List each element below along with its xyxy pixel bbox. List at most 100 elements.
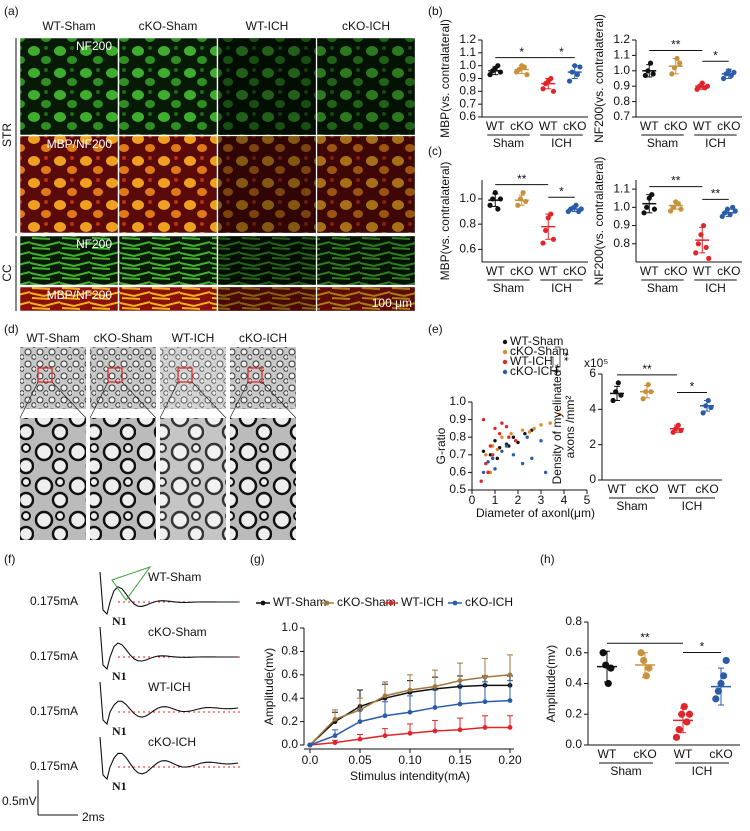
panel-label: (b): [428, 4, 443, 18]
y-tick-label: 1.0: [613, 63, 630, 77]
data-point: [540, 86, 546, 92]
x-tick-label: WT: [640, 119, 659, 133]
data-point: [509, 431, 513, 436]
legend-label: cKO-ICH: [510, 364, 558, 378]
data-point: [432, 684, 438, 689]
zoom-box: [247, 367, 263, 383]
micrograph: [217, 135, 317, 234]
x-tick-label: WT: [486, 119, 505, 133]
x-tick-label: cKO: [510, 264, 533, 278]
data-point: [714, 687, 723, 695]
data-point: [482, 674, 488, 680]
micrograph-shade: [317, 38, 415, 135]
y-tick-label: 0.0: [565, 737, 582, 751]
legend-marker: [388, 600, 394, 606]
column-header: WT-ICH: [172, 331, 215, 345]
data-point: [457, 701, 463, 707]
data-point: [523, 431, 527, 436]
significance-label: *: [713, 48, 718, 62]
data-point: [672, 733, 681, 741]
column-header: WT-ICH: [246, 19, 289, 33]
data-point: [491, 456, 495, 461]
zoom-line: [19, 381, 39, 419]
em-image: [230, 347, 296, 409]
micrograph: [19, 37, 119, 136]
data-point: [382, 693, 388, 699]
x-axis-label: Stimulus intendity(mA): [350, 769, 470, 783]
data-point: [543, 470, 548, 475]
scale-time: 2ms: [82, 810, 105, 824]
micrograph: [217, 286, 317, 312]
panel-label: (h): [540, 552, 555, 566]
condition-label: ICH: [705, 281, 726, 295]
micrograph: [118, 37, 218, 136]
x-axis-label: Diameter of axonl(μm): [476, 506, 595, 520]
y-tick-label: 0.8: [613, 94, 630, 108]
significance-label: *: [700, 640, 705, 654]
scale-label: x10⁵: [584, 356, 608, 370]
condition-label: ICH: [682, 499, 703, 513]
data-point: [604, 679, 612, 688]
y-axis-label: Amplitude(mv): [544, 645, 558, 722]
data-point: [357, 719, 363, 724]
micrograph: [316, 135, 416, 234]
y-tick-label: 1.0: [459, 58, 476, 72]
column-header: WT-Sham: [26, 331, 79, 345]
data-point: [500, 449, 504, 453]
micrograph-shade: [218, 38, 316, 135]
y-tick-label: 0.5: [449, 482, 466, 496]
trace: [99, 681, 239, 726]
em-zoom: [20, 418, 86, 540]
data-point: [520, 461, 525, 466]
x-tick-label: 2: [515, 493, 522, 507]
significance-label: **: [557, 352, 571, 362]
data-point: [640, 396, 646, 402]
x-tick-label: cKO: [563, 119, 586, 133]
em-image: [160, 347, 226, 409]
data-point: [610, 397, 616, 404]
x-tick-label: 4: [561, 493, 568, 507]
zoom-box: [37, 367, 53, 383]
data-point: [500, 421, 504, 425]
data-point: [720, 672, 728, 680]
y-axis-label: MBP(vs. contralateral): [438, 19, 452, 138]
fit-line: [111, 566, 152, 601]
data-point: [507, 435, 511, 439]
trace-name: WT-Sham: [148, 570, 201, 584]
data-point: [730, 204, 736, 210]
y-tick-label: 0.2: [281, 714, 298, 728]
panel-label: (a): [4, 4, 19, 18]
data-point: [493, 467, 497, 471]
data-point: [640, 656, 648, 665]
y-tick-label: 1.2: [459, 32, 476, 46]
stimulus-label: 0.175mA: [30, 594, 78, 608]
y-tick-label: 0.2: [565, 706, 582, 720]
legend-marker: [502, 369, 508, 375]
y-tick-label: 0.7: [613, 109, 630, 123]
x-tick-label: WT: [486, 264, 505, 278]
micrograph: [316, 37, 416, 136]
data-point: [550, 88, 557, 94]
x-tick-label: 0.0: [302, 753, 319, 767]
condition-label: Sham: [647, 136, 678, 150]
x-tick-label: cKO: [695, 482, 718, 496]
data-point: [407, 730, 413, 736]
x-tick-label: WT: [674, 747, 693, 761]
x-tick-label: 0.20: [498, 753, 522, 767]
trace-name: cKO-ICH: [148, 735, 196, 749]
legend-label: WT-Sham: [510, 334, 563, 348]
micrograph-shade: [317, 287, 415, 311]
y-tick-label: 1.1: [613, 181, 630, 195]
data-point: [382, 733, 388, 739]
x-tick-label: WT: [640, 264, 659, 278]
legend-marker: [260, 600, 266, 606]
data-point: [637, 649, 645, 657]
significance-label: *: [519, 45, 524, 59]
data-point: [695, 241, 701, 247]
data-point: [550, 236, 557, 242]
stimulus-label: 0.175mA: [30, 759, 78, 773]
y-tick-label: 4: [589, 402, 596, 416]
y-axis-label: axons /mm²: [563, 396, 577, 459]
em-zoom: [160, 418, 226, 540]
data-point: [667, 208, 674, 214]
